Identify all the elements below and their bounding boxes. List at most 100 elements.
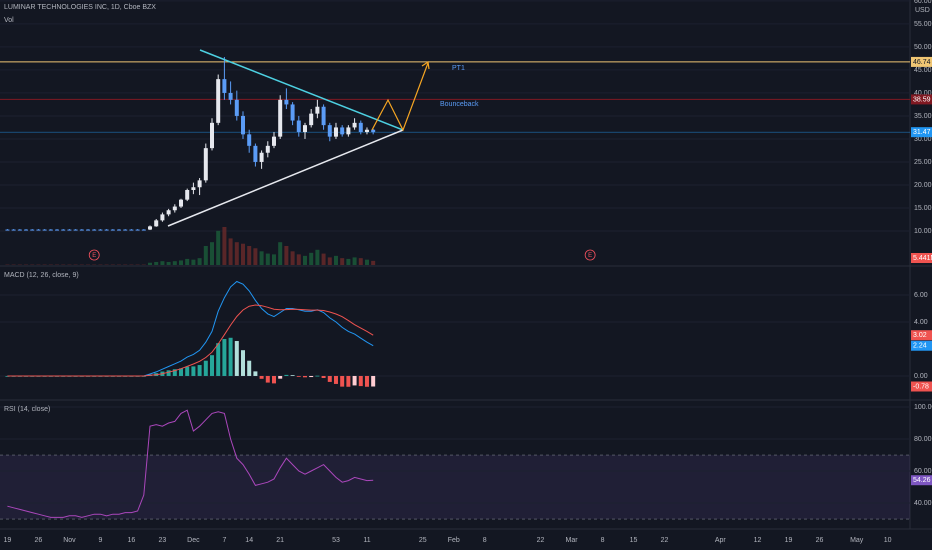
candle-body: [67, 229, 72, 231]
histogram-bar: [222, 338, 227, 376]
volume-bar: [185, 258, 190, 265]
price-label: 2.24: [913, 343, 927, 350]
x-tick-label: 9: [98, 537, 102, 544]
candle-body: [253, 145, 258, 162]
volume-bar: [333, 255, 338, 265]
candle-body: [340, 127, 345, 135]
histogram-bar: [265, 375, 270, 383]
volume-bar: [179, 260, 184, 265]
y-tick-label: 55.00: [914, 21, 932, 28]
price-label-box: [911, 340, 932, 351]
earnings-marker: [584, 249, 596, 261]
volume-bar: [253, 248, 258, 265]
histogram-bar: [327, 375, 332, 382]
candle-body: [61, 229, 66, 231]
candle-body: [160, 214, 165, 221]
volume-bar: [228, 238, 233, 265]
x-tick-label: May: [850, 537, 864, 544]
histogram-bar: [191, 366, 196, 376]
histogram-bar: [290, 375, 295, 376]
price-label: 3.02: [913, 332, 927, 339]
volume-bar: [271, 254, 276, 265]
y-tick-label: 20.00: [914, 182, 932, 189]
rsi-title: RSI (14, close): [4, 406, 50, 413]
x-tick-label: 21: [276, 537, 284, 544]
x-tick-label: 26: [35, 537, 43, 544]
y-tick-label: 15.00: [914, 205, 932, 212]
volume-bar: [240, 243, 245, 265]
volume-bar: [364, 259, 369, 265]
signal-line: [7, 304, 374, 377]
volume-bar: [148, 262, 153, 265]
earnings-label: E: [588, 253, 592, 259]
candle-body: [247, 134, 252, 146]
histogram-bar: [315, 375, 320, 377]
candle-body: [30, 229, 35, 231]
candle-body: [265, 145, 270, 153]
y-tick-label: 0.00: [914, 373, 928, 380]
histogram-bar: [302, 375, 307, 378]
price-label: 54.26: [913, 477, 931, 484]
histogram-bar: [333, 375, 338, 384]
y-tick-label: 100.00: [914, 404, 932, 411]
y-tick-label: 50.00: [914, 44, 932, 51]
candle-body: [123, 229, 128, 231]
price-label-box: [911, 381, 932, 392]
rsi-band: [0, 455, 910, 520]
volume-bar: [284, 246, 289, 265]
y-tick-label: 40.00: [914, 500, 932, 507]
candle-body: [11, 229, 16, 231]
histogram-bar: [216, 343, 221, 376]
candle-body: [185, 190, 190, 200]
candle-body: [333, 127, 338, 137]
y-tick-label: 10.00: [914, 228, 932, 235]
candle-body: [284, 99, 289, 105]
price-label: 38.59: [913, 96, 931, 103]
volume-bar: [315, 249, 320, 265]
price-label: -0.78: [913, 383, 929, 390]
candle-body: [104, 229, 109, 231]
price-label-box: [911, 475, 932, 486]
projection-path: [371, 62, 429, 132]
candle-body: [55, 229, 60, 231]
volume-bar: [234, 242, 239, 265]
volume-bar: [259, 251, 264, 265]
x-tick-label: 26: [816, 537, 824, 544]
x-tick-label: 15: [630, 537, 638, 544]
x-tick-label: 14: [245, 537, 253, 544]
candle-body: [210, 122, 215, 149]
x-tick-label: 8: [601, 537, 605, 544]
price-label: 5.441M: [913, 255, 932, 262]
x-tick-label: 22: [661, 537, 669, 544]
candle-body: [129, 229, 134, 231]
candle-body: [141, 229, 146, 231]
macd-title: MACD (12, 26, close, 9): [4, 272, 79, 279]
candle-body: [17, 229, 22, 231]
price-label-box: [911, 127, 932, 138]
candle-body: [222, 79, 227, 93]
volume-bar: [160, 261, 165, 265]
x-tick-label: 22: [537, 537, 545, 544]
candle-body: [5, 229, 10, 231]
histogram-bar: [179, 368, 184, 376]
candle-body: [259, 152, 264, 162]
y-tick-label: 4.00: [914, 319, 928, 326]
y-tick-label: 40.00: [914, 90, 932, 97]
histogram-bar: [346, 375, 351, 387]
x-tick-label: 19: [785, 537, 793, 544]
volume-bar: [371, 260, 376, 265]
y-tick-label: 60.00: [914, 468, 932, 475]
candle-body: [327, 125, 332, 137]
x-tick-label: Feb: [448, 537, 460, 544]
y-tick-label: 30.00: [914, 136, 932, 143]
volume-bar: [247, 246, 252, 265]
volume-bar: [358, 258, 363, 265]
candle-body: [309, 113, 314, 126]
volume-bar: [290, 251, 295, 265]
histogram-bar: [166, 370, 171, 376]
volume-bar: [197, 258, 202, 265]
x-tick-label: 11: [363, 537, 370, 544]
